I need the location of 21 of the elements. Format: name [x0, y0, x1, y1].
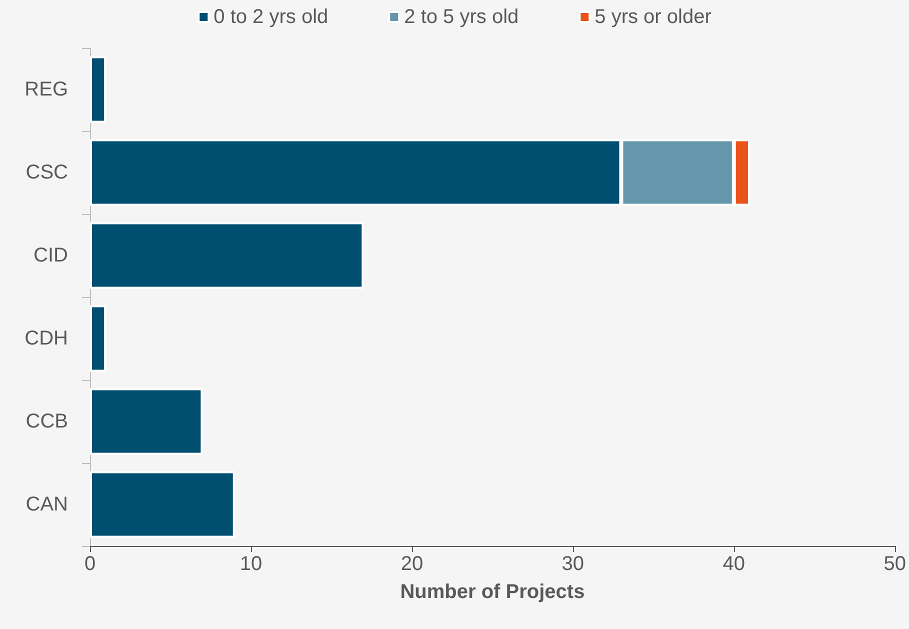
x-tick-label: 10 — [240, 553, 262, 575]
legend-label: 0 to 2 yrs old — [214, 6, 328, 28]
x-tick-label: 50 — [884, 553, 906, 575]
y-tick-label: CSC — [26, 162, 68, 184]
legend-label: 2 to 5 yrs old — [404, 6, 519, 28]
bar — [90, 305, 106, 372]
bar — [90, 388, 203, 455]
y-tick-label: CAN — [26, 494, 68, 516]
y-tick-label: CDH — [24, 328, 68, 350]
bar — [90, 222, 364, 289]
bar — [90, 56, 106, 123]
y-tick-label: CID — [34, 244, 68, 266]
y-tick-label: CCB — [26, 410, 68, 432]
x-tick-label: 0 — [84, 553, 96, 575]
x-axis-title: Number of Projects — [400, 581, 585, 603]
x-tick-label: 40 — [722, 553, 746, 575]
x-tick-label: 20 — [400, 553, 424, 575]
y-tick-label: REG — [24, 78, 68, 100]
legend-label: 5 yrs or older — [594, 6, 712, 28]
x-tick-label: 30 — [562, 553, 584, 575]
bar — [90, 471, 235, 538]
